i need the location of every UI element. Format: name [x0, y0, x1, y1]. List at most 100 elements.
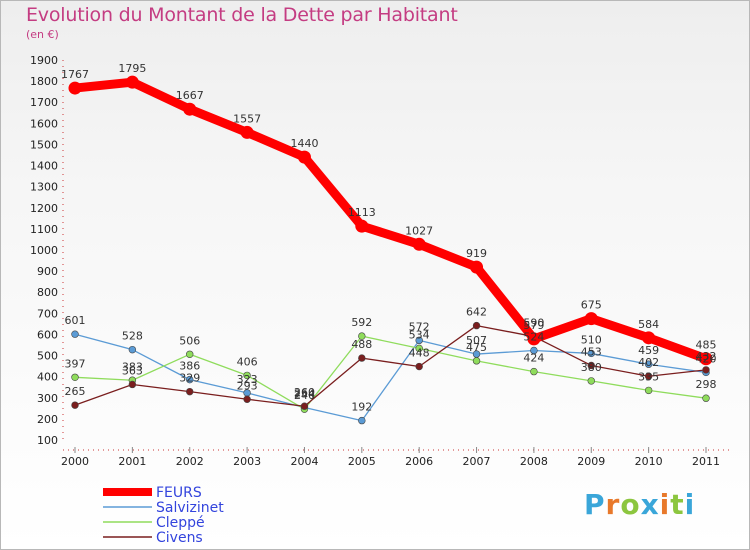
data-label: 448: [409, 347, 430, 360]
y-tick-label: 1200: [30, 202, 58, 215]
data-point: [186, 387, 194, 396]
data-point: [702, 366, 710, 374]
x-tick-label: 2001: [118, 455, 146, 468]
data-point: [412, 237, 426, 251]
data-labels: 1767 1795 1667 1557 1440 1113 1027 919 579 675 584…: [61, 62, 717, 413]
x-axis: 2000 2001 2002 2003 2004 2005 2006 2007 2008 2009…: [61, 447, 730, 468]
y-tick-label: 1100: [30, 223, 58, 236]
data-point: [702, 394, 710, 402]
y-axis: 100 200 300 400 500 600 700 800 900 1000 1100 1200 1…: [30, 54, 64, 447]
data-point: [71, 401, 79, 409]
data-label: 579: [523, 319, 544, 332]
y-tick-label: 100: [37, 434, 58, 447]
data-point: [644, 386, 653, 395]
y-tick-label: 600: [37, 328, 58, 341]
data-label: 572: [409, 320, 430, 333]
data-label: 1795: [118, 62, 146, 75]
logo-letter: i: [659, 488, 671, 521]
data-label: 485: [696, 339, 717, 352]
y-tick-label: 1700: [30, 96, 58, 109]
data-label: 675: [581, 299, 602, 312]
x-tick-label: 2003: [233, 455, 261, 468]
data-point: [644, 360, 653, 368]
y-tick-label: 1500: [30, 138, 58, 151]
data-point: [68, 81, 82, 95]
x-tick-label: 2000: [61, 455, 89, 468]
legend-label: Salvizinet: [156, 500, 224, 516]
logo-letter: x: [640, 488, 660, 521]
data-point: [71, 330, 79, 338]
data-label: 453: [581, 345, 602, 358]
data-label: 534: [409, 328, 430, 341]
data-point: [128, 380, 137, 389]
x-tick-label: 2005: [348, 455, 376, 468]
data-point: [644, 372, 653, 380]
y-tick-label: 200: [37, 413, 58, 426]
data-point: [358, 416, 366, 425]
data-point: [243, 371, 251, 380]
data-point: [128, 345, 137, 354]
data-point: [530, 367, 538, 376]
data-label: 432: [696, 350, 717, 363]
data-label: 590: [523, 317, 544, 330]
data-point: [527, 332, 541, 346]
data-point: [472, 321, 481, 330]
y-tick-label: 1000: [30, 244, 58, 257]
data-point: [587, 377, 595, 385]
data-point: [300, 402, 309, 410]
data-point: [584, 312, 598, 326]
data-point: [415, 344, 423, 353]
data-label: 488: [351, 338, 372, 351]
data-label: 1767: [61, 68, 89, 81]
data-label: 459: [638, 344, 659, 357]
series-line-3: [74, 324, 707, 407]
x-tick-label: 2006: [405, 455, 433, 468]
data-point: [186, 350, 194, 358]
data-label: 246: [294, 389, 315, 402]
data-label: 397: [65, 357, 86, 370]
data-label: 380: [581, 361, 602, 374]
data-point: [587, 361, 595, 370]
x-tick-label: 2004: [290, 455, 318, 468]
data-label: 260: [294, 386, 315, 399]
legend-label: Civens: [156, 530, 203, 546]
data-label: 507: [466, 334, 487, 347]
data-label: 1027: [405, 224, 433, 237]
data-label: 475: [466, 341, 487, 354]
x-tick-label: 2007: [463, 455, 491, 468]
data-label: 424: [523, 352, 544, 365]
data-point: [186, 375, 194, 384]
data-label: 510: [581, 333, 602, 346]
data-point: [297, 150, 311, 164]
data-label: 363: [122, 364, 143, 377]
data-point: [183, 102, 197, 116]
series-line-1: [74, 333, 707, 422]
y-tick-label: 1800: [30, 75, 58, 88]
y-tick-label: 800: [37, 286, 58, 299]
series-line-0: [70, 77, 711, 364]
data-point: [472, 357, 481, 365]
x-tick-label: 2010: [635, 455, 663, 468]
data-label: 1113: [348, 206, 376, 219]
data-label: 254: [294, 387, 315, 400]
y-tick-label: 1300: [30, 181, 58, 194]
x-tick-label: 2011: [692, 455, 720, 468]
legend-label: Cleppé: [156, 515, 205, 531]
y-tick-label: 1400: [30, 160, 58, 173]
y-tick-label: 500: [37, 350, 58, 363]
logo-letter: t: [670, 488, 685, 521]
y-tick-label: 1600: [30, 117, 58, 130]
data-point: [587, 349, 595, 358]
data-label: 402: [638, 356, 659, 369]
y-tick-label: 900: [37, 265, 58, 278]
data-point: [530, 346, 538, 355]
data-label: 506: [179, 334, 200, 347]
data-point: [415, 336, 423, 345]
legend-label: FEURS: [156, 485, 202, 501]
data-label: 584: [638, 318, 659, 331]
data-point: [243, 395, 251, 403]
series-lines: [68, 75, 713, 425]
data-label: 524: [523, 330, 544, 343]
